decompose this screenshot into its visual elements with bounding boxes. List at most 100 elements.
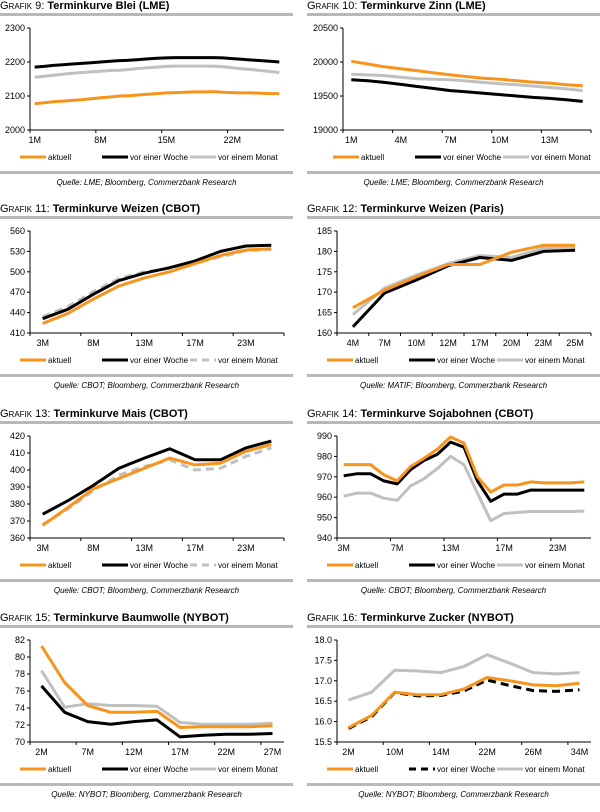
x-tick-label: 12M (125, 747, 143, 757)
legend-label: vor einem Monat (525, 561, 585, 570)
x-tick-label: 25M (566, 338, 584, 348)
line-chart: 160 165 170 175 180 185 4M 7M 10M 12M 17M 20M 23M 25M… (317, 226, 592, 365)
series-line-monat (34, 64, 280, 79)
legend-item-monat: vor einem Monat (190, 765, 278, 774)
legend-item-aktuell: aktuell (20, 765, 71, 774)
x-tick-label: 17M (186, 338, 204, 348)
x-tick-label: 2M (35, 747, 48, 757)
line-chart: 940 950 960 970 980 990 3M 7M 13M 17M 23M aktuell vo… (317, 431, 591, 570)
legend-label: vor einem Monat (218, 561, 278, 570)
x-tick-label: 4M (347, 338, 360, 348)
legend-item-woche: vor einer Woche (409, 356, 496, 365)
legend-item-monat: vor einem Monat (190, 561, 278, 570)
legend-item-woche: vor einer Woche (102, 356, 189, 365)
title-divider (0, 421, 293, 424)
y-tick-label: 470 (10, 287, 25, 297)
y-tick-label: 20000 (313, 57, 338, 67)
x-tick-label: 12M (439, 338, 457, 348)
y-tick-label: 17.0 (314, 676, 332, 686)
footer-divider (307, 374, 600, 377)
chart-number: Grafik 15: (0, 612, 54, 624)
series-line-monat (351, 245, 576, 316)
x-tick-label: 3M (36, 543, 49, 553)
chart-title: Grafik 13: Terminkurve Mais (CBOT) (0, 408, 188, 420)
y-tick-label: 400 (10, 465, 25, 475)
x-tick-label: 23M (237, 338, 255, 348)
y-tick-label: 970 (317, 472, 332, 482)
line-chart: 410 440 470 500 530 560 3M 8M 13M 17M 23M aktuell vo… (10, 226, 285, 365)
chart-title: Grafik 12: Terminkurve Weizen (Paris) (307, 203, 504, 215)
chart-panel-g10: Grafik 10: Terminkurve Zinn (LME) 19000 19… (307, 0, 600, 200)
y-tick-label: 70 (15, 737, 25, 747)
legend-item-monat: vor einem Monat (190, 356, 278, 365)
series-line-woche (343, 440, 585, 503)
x-tick-label: 1M (28, 135, 41, 145)
footer-divider (307, 579, 600, 582)
y-tick-label: 16.0 (314, 717, 332, 727)
x-tick-label: 17M (471, 338, 489, 348)
x-tick-label: 8M (87, 338, 100, 348)
chart-number: Grafik 16: (307, 612, 361, 624)
y-tick-label: 940 (317, 533, 332, 543)
chart-title-text: Terminkurve Blei (LME) (47, 0, 170, 12)
legend-item-aktuell: aktuell (20, 153, 71, 162)
x-tick-label: 23M (535, 338, 553, 348)
legend-label: vor einer Woche (130, 356, 189, 365)
x-tick-label: 13M (136, 543, 154, 553)
source-note: Quelle: LME; Bloomberg, Commerzbank Rese… (56, 178, 237, 187)
chart-title: Grafik 10: Terminkurve Zinn (LME) (307, 0, 486, 12)
line-chart: 70 72 74 76 78 80 82 2M 7M 12M 17M 22M 27M aktuell vor… (15, 635, 284, 774)
chart-number: Grafik 9: (0, 0, 48, 12)
legend-label: vor einer Woche (437, 561, 496, 570)
legend-label: aktuell (48, 561, 71, 570)
chart-title: Grafik 11: Terminkurve Weizen (CBOT) (0, 203, 200, 215)
series-line-woche (40, 684, 273, 739)
footer-divider (307, 783, 600, 786)
title-divider (307, 13, 600, 16)
source-note: Quelle: MATIF; Bloomberg, Commerzbank Re… (359, 381, 548, 390)
y-tick-label: 19500 (313, 91, 338, 101)
chart-panel-g13: Grafik 13: Terminkurve Mais (CBOT) 360 370… (0, 408, 293, 608)
legend-item-monat: vor einem Monat (190, 153, 278, 162)
chart-title-text: Terminkurve Baumwolle (NYBOT) (53, 612, 229, 624)
series-line-monat (348, 653, 580, 702)
footer-divider (0, 579, 293, 582)
series-line-aktuell (34, 90, 280, 106)
legend-label: vor einem Monat (218, 356, 278, 365)
x-tick-label: 4M (395, 135, 408, 145)
legend-item-woche: vor einer Woche (102, 561, 189, 570)
y-tick-label: 180 (317, 246, 332, 256)
series-line-woche (34, 56, 280, 69)
legend-item-aktuell: aktuell (20, 356, 71, 365)
x-tick-label: 34M (571, 747, 589, 757)
legend-label: aktuell (355, 356, 378, 365)
y-tick-label: 360 (10, 533, 25, 543)
x-tick-label: 17M (186, 543, 204, 553)
legend-label: vor einem Monat (218, 765, 278, 774)
legend-item-aktuell: aktuell (327, 561, 378, 570)
chart-panel-g12: Grafik 12: Terminkurve Weizen (Paris) 160… (307, 203, 600, 403)
series-line-aktuell (351, 59, 583, 88)
y-tick-label: 370 (10, 516, 25, 526)
x-tick-label: 23M (237, 543, 255, 553)
source-note: Quelle: NYBOT; Bloomberg, Commerzbank Re… (51, 790, 242, 799)
x-tick-label: 1M (345, 135, 358, 145)
x-tick-label: 17M (495, 543, 513, 553)
x-tick-label: 14M (432, 747, 450, 757)
chart-title: Grafik 16: Terminkurve Zucker (NYBOT) (307, 612, 514, 624)
legend-label: aktuell (48, 153, 71, 162)
series-line-monat (343, 454, 585, 523)
legend-label: vor einem Monat (531, 153, 591, 162)
series-line-woche (42, 243, 272, 321)
y-tick-label: 17.5 (314, 655, 332, 665)
y-tick-label: 19000 (313, 125, 338, 135)
title-divider (307, 625, 600, 628)
title-divider (0, 216, 293, 219)
y-tick-label: 74 (15, 703, 25, 713)
x-tick-label: 10M (491, 135, 509, 145)
x-tick-label: 26M (525, 747, 543, 757)
x-tick-label: 27M (264, 747, 282, 757)
series-line-woche (351, 248, 576, 328)
x-tick-label: 3M (337, 543, 350, 553)
source-note: Quelle: NYBOT; Bloomberg, Commerzbank Re… (358, 790, 549, 799)
